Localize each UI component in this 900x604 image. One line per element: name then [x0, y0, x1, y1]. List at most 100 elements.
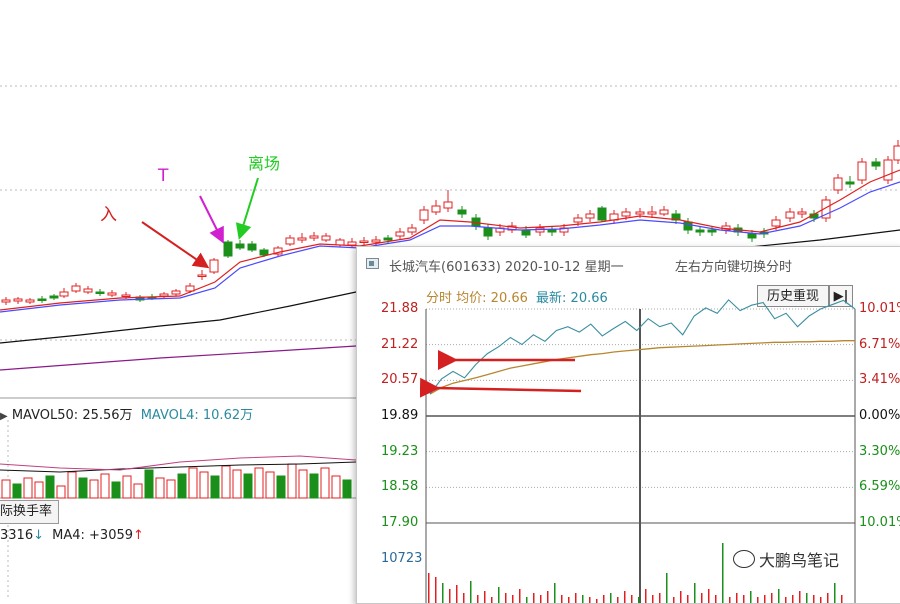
intraday-arrow-lower	[419, 377, 582, 398]
average-price-line	[429, 340, 855, 395]
intraday-volume-bar	[442, 583, 444, 603]
volume-bar	[276, 475, 286, 499]
intraday-volume-bar	[715, 595, 717, 603]
percent-tick-label: 0.00%	[859, 408, 900, 423]
turnover-tab[interactable]: 际换手率	[0, 500, 60, 524]
candle	[383, 237, 393, 241]
percent-tick-label: 3.41%	[859, 372, 900, 388]
watermark-text: 大鹏鸟笔记	[759, 551, 840, 570]
candle	[883, 159, 893, 181]
intraday-volume-bar	[645, 589, 647, 603]
latest-price-label: 最新: 20.66	[536, 291, 608, 306]
candle	[797, 211, 807, 215]
candle	[635, 211, 645, 215]
candle	[359, 240, 369, 243]
volume-bar	[166, 479, 176, 499]
popup-titlebar[interactable]: 长城汽车(601633) 2020-10-12 星期一 左右方向键切换分时	[357, 247, 900, 281]
candle	[521, 229, 531, 236]
vol-ma-line	[0, 461, 357, 473]
intraday-volume-bar	[680, 591, 682, 603]
intraday-volume-bar	[792, 595, 794, 603]
candle	[121, 294, 131, 297]
t-arrow	[199, 195, 224, 244]
volume-bar	[232, 469, 242, 499]
candle	[483, 227, 493, 237]
candle	[431, 205, 441, 213]
chart-legend: 分时 均价: 20.66 最新: 20.66	[426, 287, 608, 306]
percent-tick-label: 10.01%	[859, 301, 900, 316]
candle	[785, 211, 795, 219]
candle	[83, 288, 93, 293]
down-arrow-icon: ↓	[33, 528, 44, 543]
candle	[443, 201, 453, 209]
candle	[223, 241, 233, 257]
intraday-volume-bar	[764, 595, 766, 603]
intraday-volume-bar	[687, 595, 689, 603]
intraday-volume-bar	[596, 599, 598, 603]
volume-max-label: 10723	[381, 551, 423, 566]
volume-bar	[210, 475, 220, 499]
candle	[893, 145, 900, 161]
collapse-arrow-icon[interactable]: ▶	[0, 411, 8, 422]
percent-tick-label: 10.01%	[859, 515, 900, 530]
volume-bar	[199, 471, 209, 499]
volume-bar	[34, 481, 44, 499]
volume-bar	[56, 485, 66, 499]
volume-bar	[287, 463, 297, 499]
volume-bar	[309, 473, 319, 499]
intraday-volume-bar	[778, 589, 780, 603]
volume-bar	[331, 475, 341, 499]
intraday-volume-bar	[533, 593, 535, 603]
intraday-volume-bar	[582, 595, 584, 603]
volume-bar	[89, 479, 99, 499]
volume-bar	[177, 473, 187, 499]
candle	[197, 274, 207, 277]
intraday-volume-bar	[561, 595, 563, 603]
volume-bar	[342, 479, 352, 499]
volume-bar	[298, 469, 308, 499]
candle	[335, 239, 345, 246]
intraday-volume-bar	[659, 593, 661, 603]
candle	[297, 237, 307, 241]
intraday-volume-bar	[547, 591, 549, 603]
volume-bar	[100, 473, 110, 499]
collapse-panel-button[interactable]: ▶|	[829, 285, 853, 307]
mavol4-label: MAVOL4: 10.62万	[140, 408, 254, 423]
intraday-volume-bar	[841, 595, 843, 603]
t-annotation: T	[158, 166, 169, 186]
candle	[1, 299, 11, 303]
candle	[845, 181, 855, 185]
intraday-volume-bar	[722, 543, 724, 603]
candle	[347, 241, 357, 246]
intraday-volume-bar	[652, 595, 654, 603]
intraday-volume-bar	[806, 593, 808, 603]
intraday-volume-bar	[813, 595, 815, 603]
candle	[59, 291, 69, 297]
intraday-volume-bar	[498, 587, 500, 603]
candle	[395, 231, 405, 237]
intraday-volume-bar	[799, 591, 801, 603]
candle	[833, 177, 843, 191]
percent-tick-label: 3.30%	[859, 443, 900, 459]
volume-bar	[111, 481, 121, 499]
intraday-volume-bar	[477, 595, 479, 603]
wechat-icon	[733, 550, 755, 568]
popup-title: 长城汽车(601633) 2020-10-12 星期一	[389, 260, 624, 275]
candle	[185, 285, 195, 292]
intraday-volume-bar	[456, 585, 458, 603]
price-tick-label: 19.23	[381, 443, 419, 459]
vol-ma-line	[0, 455, 357, 471]
history-replay-button[interactable]: 历史重现	[757, 285, 829, 307]
volume-bar	[78, 477, 88, 499]
turnover-value: 3316↓ MA4: +3059↑	[0, 528, 144, 543]
intraday-volume-bar	[701, 593, 703, 603]
intraday-volume-bar	[512, 595, 514, 603]
intraday-volume-bar	[736, 593, 738, 603]
price-tick-label: 21.88	[381, 301, 419, 316]
price-tick-label: 19.89	[381, 408, 419, 423]
intraday-volume-bar	[603, 595, 605, 603]
price-tick-label: 18.58	[381, 479, 419, 495]
intraday-popup[interactable]: 长城汽车(601633) 2020-10-12 星期一 左右方向键切换分时 分时…	[356, 246, 900, 604]
intraday-volume-bar	[610, 593, 612, 603]
candle	[259, 249, 269, 256]
